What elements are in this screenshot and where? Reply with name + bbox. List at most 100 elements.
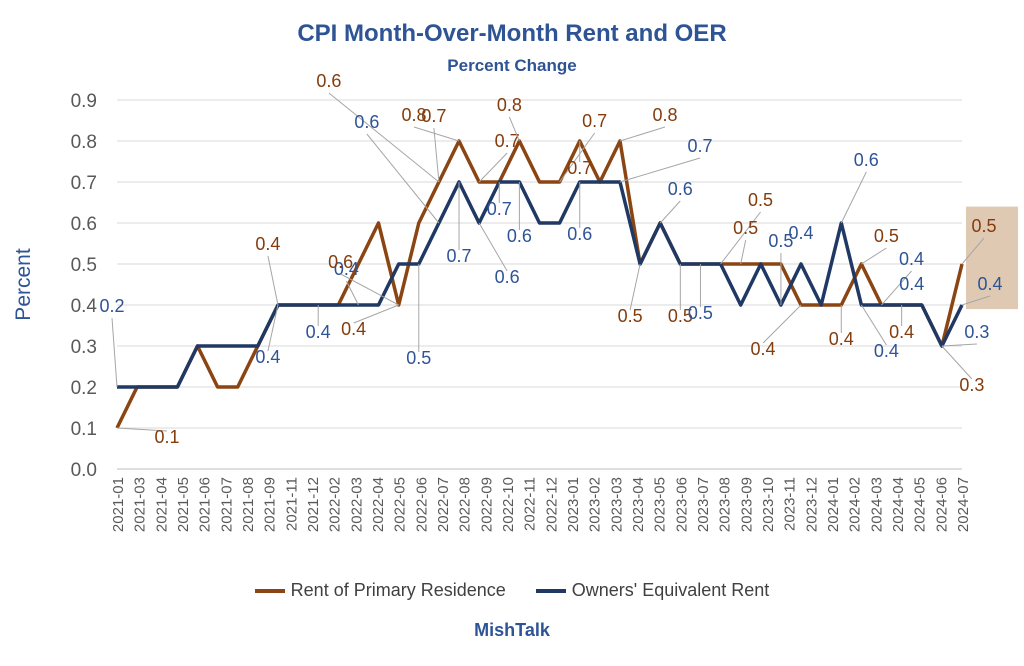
data-label-oer: 0.4 — [977, 274, 1002, 294]
x-tick-label: 2021-03 — [132, 477, 149, 532]
y-tick-label: 0.8 — [71, 132, 97, 153]
data-label-rent: 0.5 — [618, 306, 643, 326]
data-label-rent: 0.5 — [874, 226, 899, 246]
x-tick-label: 2024-03 — [868, 477, 885, 532]
x-tick-label: 2022-09 — [478, 477, 495, 532]
data-label-rent: 0.4 — [255, 234, 280, 254]
x-tick-label: 2022-12 — [543, 477, 560, 532]
y-tick-label: 0.3 — [71, 337, 97, 358]
leader-line — [961, 237, 985, 265]
data-label-oer: 0.3 — [964, 322, 989, 342]
leader-line — [328, 92, 440, 183]
data-label-rent: 0.4 — [751, 339, 776, 359]
data-label-rent: 0.3 — [959, 375, 984, 395]
leader-line — [345, 280, 359, 306]
data-label-oer: 0.4 — [306, 322, 331, 342]
data-label-rent: 0.6 — [316, 71, 341, 91]
leader-line — [340, 273, 399, 306]
data-label-oer: 0.6 — [668, 179, 693, 199]
x-tick-label: 2023-10 — [760, 477, 777, 532]
leader-line — [941, 345, 973, 380]
data-label-oer: 0.5 — [406, 348, 431, 368]
data-label-oer: 0.5 — [688, 303, 713, 323]
data-label-oer: 0.4 — [899, 274, 924, 294]
y-axis-label: Percent — [12, 248, 35, 321]
x-tick-label: 2023-06 — [673, 477, 690, 532]
data-label-oer: 0.6 — [507, 226, 532, 246]
data-label-rent: 0.5 — [971, 216, 996, 236]
y-tick-label: 0.2 — [71, 378, 97, 399]
x-tick-label: 2022-10 — [500, 477, 517, 532]
leader-line — [267, 255, 279, 306]
legend: Rent of Primary Residence Owners' Equiva… — [0, 580, 1024, 601]
data-label-oer: 0.7 — [447, 246, 472, 266]
y-tick-label: 0.0 — [71, 460, 97, 481]
data-label-rent: 0.4 — [341, 319, 366, 339]
x-tick-label: 2022-05 — [392, 477, 409, 532]
data-label-oer: 0.5 — [768, 231, 793, 251]
leader-line — [860, 304, 887, 346]
leader-line — [267, 304, 279, 352]
data-label-rent: 0.4 — [889, 322, 914, 342]
x-tick-label: 2022-03 — [348, 477, 365, 532]
data-label-oer: 0.6 — [567, 224, 592, 244]
footer-brand: MishTalk — [474, 620, 550, 640]
x-tick-label: 2024-04 — [890, 477, 907, 532]
leader-line — [413, 126, 460, 142]
leader-line — [111, 317, 118, 388]
x-tick-label: 2021-12 — [305, 477, 322, 532]
x-tick-label: 2021-08 — [240, 477, 257, 532]
x-tick-label: 2021-09 — [262, 477, 279, 532]
data-label-oer: 0.6 — [354, 112, 379, 132]
data-label-oer: 0.4 — [334, 259, 359, 279]
data-label-rent: 0.8 — [402, 105, 427, 125]
chart-subtitle: Percent Change — [447, 56, 577, 75]
highlight-box — [966, 206, 1018, 310]
leader-line — [961, 295, 991, 306]
x-tick-label: 2022-11 — [522, 477, 539, 531]
leader-line — [433, 127, 440, 183]
x-tick-label: 2023-12 — [803, 477, 820, 532]
data-label-rent: 0.8 — [497, 95, 522, 115]
x-tick-label: 2023-11 — [782, 477, 799, 531]
x-tick-label: 2022-04 — [370, 477, 387, 532]
x-tick-label: 2023-05 — [652, 477, 669, 532]
series-line-oer — [117, 180, 964, 389]
y-tick-label: 0.9 — [71, 91, 97, 112]
leader-line — [478, 222, 508, 272]
data-label-oer: 0.4 — [789, 223, 814, 243]
x-tick-label: 2023-04 — [630, 477, 647, 532]
leader-line — [762, 304, 802, 344]
x-tick-label: 2023-09 — [738, 477, 755, 532]
y-tick-label: 0.6 — [71, 214, 97, 235]
data-label-rent: 0.5 — [733, 218, 758, 238]
legend-swatch-rent — [254, 588, 285, 593]
x-tick-label: 2024-06 — [933, 477, 950, 532]
leader-line — [720, 211, 761, 265]
leader-line — [559, 132, 596, 183]
x-tick-label: 2024-05 — [912, 477, 929, 532]
x-tick-label: 2024-02 — [847, 477, 864, 532]
data-label-rent: 0.7 — [421, 106, 446, 126]
data-label-oer: 0.6 — [854, 150, 879, 170]
data-label-rent: 0.8 — [652, 105, 677, 125]
x-tick-label: 2022-06 — [413, 477, 430, 532]
leader-line — [619, 157, 701, 183]
x-tick-label: 2023-03 — [608, 477, 625, 532]
data-label-rent: 0.7 — [495, 131, 520, 151]
x-tick-label: 2023-01 — [565, 477, 582, 532]
data-label-oer: 0.7 — [687, 136, 712, 156]
data-label-rent: 0.5 — [748, 190, 773, 210]
x-tick-label: 2021-11 — [283, 477, 300, 531]
leader-line — [116, 427, 168, 432]
x-tick-label: 2022-08 — [457, 477, 474, 532]
leader-line — [619, 126, 666, 142]
data-label-rent: 0.5 — [668, 306, 693, 326]
leader-line — [478, 152, 508, 183]
leader-line — [941, 343, 977, 347]
legend-label-rent: Rent of Primary Residence — [290, 580, 506, 600]
leader-line — [740, 239, 747, 265]
leader-line — [659, 200, 681, 224]
x-tick-label: 2021-01 — [110, 477, 127, 532]
leader-line — [366, 133, 440, 224]
